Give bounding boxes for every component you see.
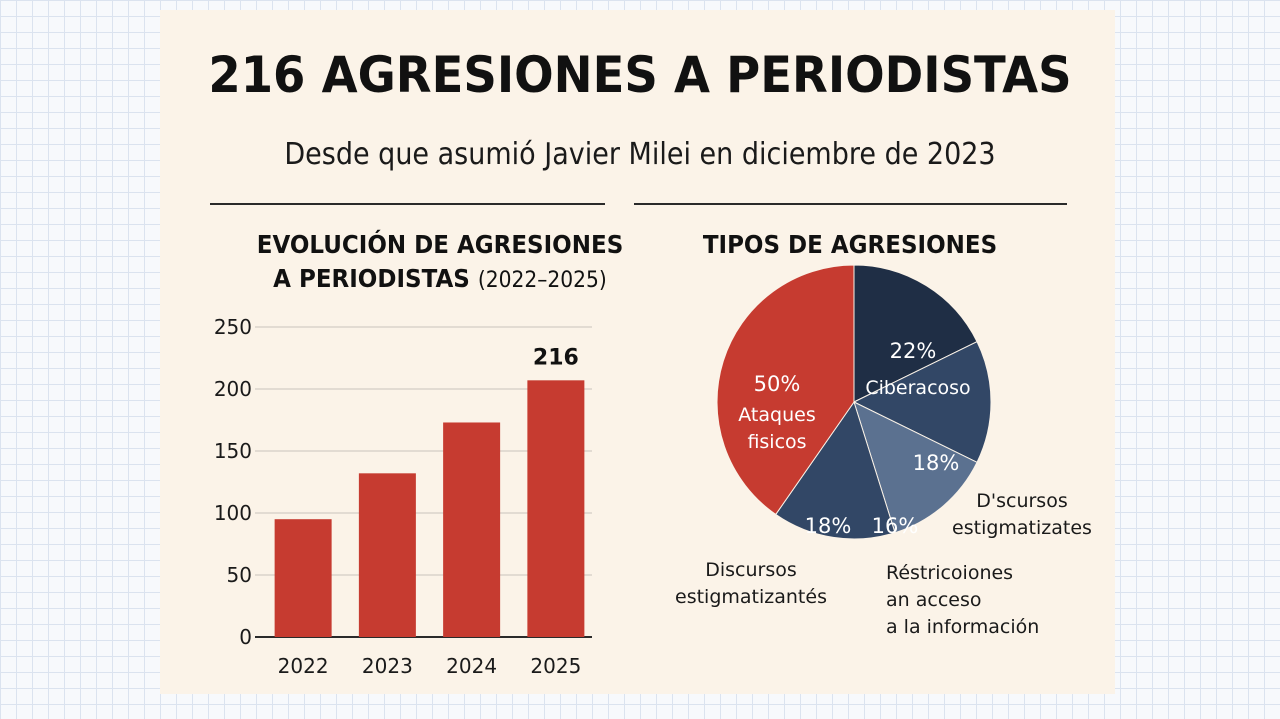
bar-chart-title-period: (2022–2025) <box>477 268 607 293</box>
pie-slice-inside-label: fisicos <box>747 431 806 453</box>
pie-slice <box>853 401 978 534</box>
y-tick-label: 250 <box>214 315 252 339</box>
x-tick-label: 2023 <box>362 654 413 678</box>
pie-slice-percent: 50% <box>754 372 801 396</box>
pie-slice-outside-label: Réstricoiones <box>886 562 1013 584</box>
bar-chart-title-line1: EVOLUCIÓN DE AGRESIONES <box>256 230 624 259</box>
y-tick-label: 100 <box>214 501 252 525</box>
pie-slice <box>775 400 896 540</box>
pie-slice-percent: 16% <box>872 514 919 538</box>
bar-chart-title-line2: A PERIODISTAS <box>273 264 470 293</box>
y-tick-label: 150 <box>214 439 252 463</box>
pie-slice-outside-label: a la información <box>886 616 1039 638</box>
pie-slice-outside-label: an acceso <box>886 589 981 611</box>
pie-slice-percent: 22% <box>890 339 937 363</box>
pie-slice-outside-label: D'scursos <box>976 490 1067 512</box>
bar <box>443 422 501 637</box>
bar-chart-title-line2-wrap: A PERIODISTAS (2022–2025) <box>224 262 656 298</box>
bar <box>358 473 416 637</box>
bar-chart-title: EVOLUCIÓN DE AGRESIONES A PERIODISTAS (2… <box>224 228 656 298</box>
pie-slice-outside-label: estigmatizantés <box>675 586 827 608</box>
pie-slice-outside-label: estigmatizates <box>952 517 1092 539</box>
pie-chart: 22% Ciberacoso 18% D'scursos estigmatizates 1… <box>675 264 1092 638</box>
pie-slice <box>716 264 855 516</box>
pie-slice-inside-label: Ataques <box>738 404 815 426</box>
pie-slice-inside-label: Ciberacoso <box>865 377 970 399</box>
x-tick-label: 2024 <box>446 654 497 678</box>
x-tick-label: 2025 <box>530 654 581 678</box>
y-tick-label: 200 <box>214 377 252 401</box>
pie-slice-percent: 18% <box>805 514 852 538</box>
rule-left <box>210 203 605 205</box>
pie-slice-percent: 18% <box>913 451 960 475</box>
x-tick-label: 2022 <box>278 654 329 678</box>
headline: 216 AGRESIONES A PERIODISTAS <box>208 46 1072 104</box>
rule-right <box>634 203 1067 205</box>
pie-slice-outside-label: Discursos <box>705 559 797 581</box>
pie-slice <box>852 340 992 464</box>
bar <box>274 519 332 637</box>
bar-chart: 0 50 100 150 200 250 2022 2023 2024 2025 216 <box>214 315 592 678</box>
y-tick-label: 0 <box>239 625 252 649</box>
bar-data-label: 216 <box>533 345 579 370</box>
bar <box>527 380 585 637</box>
pie-chart-title: TIPOS DE AGRESIONES <box>702 230 998 259</box>
y-tick-label: 50 <box>227 563 252 587</box>
subtitle: Desde que asumió Javier Milei en diciemb… <box>284 137 996 172</box>
pie-slice <box>853 264 978 403</box>
